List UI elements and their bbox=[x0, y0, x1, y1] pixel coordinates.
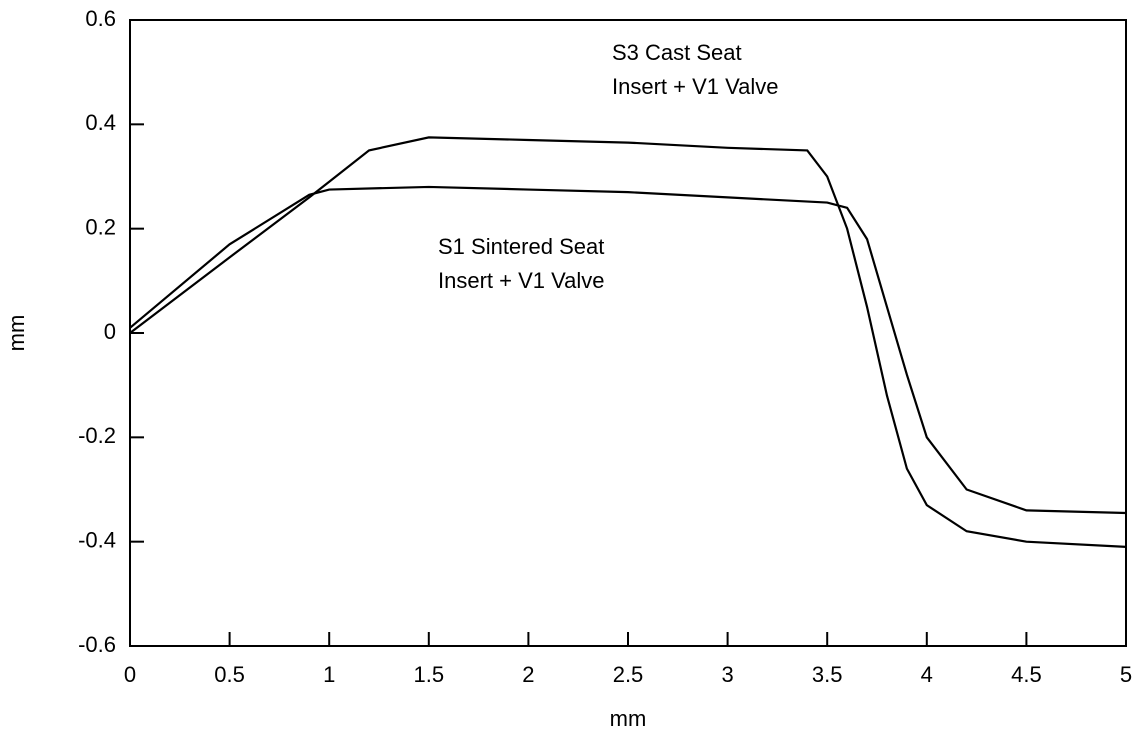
series-annotation: Insert + V1 Valve bbox=[612, 74, 779, 99]
series-annotation: S1 Sintered Seat bbox=[438, 234, 604, 259]
x-tick-label: 3 bbox=[721, 662, 733, 687]
x-tick-label: 4.5 bbox=[1011, 662, 1042, 687]
x-axis-label: mm bbox=[610, 706, 647, 731]
x-tick-label: 1 bbox=[323, 662, 335, 687]
x-tick-label: 4 bbox=[921, 662, 933, 687]
x-tick-label: 2.5 bbox=[613, 662, 644, 687]
y-tick-label: -0.2 bbox=[78, 423, 116, 448]
y-tick-label: -0.4 bbox=[78, 527, 116, 552]
series-line bbox=[129, 136, 1127, 548]
y-tick-label: 0 bbox=[104, 319, 116, 344]
y-axis-label: mm bbox=[4, 315, 29, 352]
x-tick-label: 5 bbox=[1120, 662, 1132, 687]
y-tick-label: 0.6 bbox=[85, 6, 116, 31]
x-tick-label: 1.5 bbox=[414, 662, 445, 687]
x-tick-label: 0 bbox=[124, 662, 136, 687]
x-tick-label: 3.5 bbox=[812, 662, 843, 687]
x-tick-label: 0.5 bbox=[214, 662, 245, 687]
plot-frame bbox=[129, 19, 1127, 647]
y-tick-label: 0.2 bbox=[85, 214, 116, 239]
y-tick-label: 0.4 bbox=[85, 110, 116, 135]
series-line bbox=[129, 185, 1127, 515]
series-annotation: S3 Cast Seat bbox=[612, 40, 742, 65]
y-tick-label: -0.6 bbox=[78, 632, 116, 657]
series-annotation: Insert + V1 Valve bbox=[438, 268, 605, 293]
x-tick-label: 2 bbox=[522, 662, 534, 687]
